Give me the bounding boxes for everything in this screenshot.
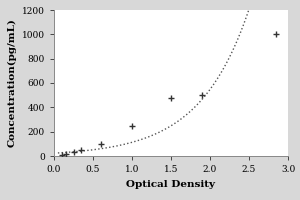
X-axis label: Optical Density: Optical Density — [127, 180, 215, 189]
Y-axis label: Concentration(pg/mL): Concentration(pg/mL) — [7, 19, 16, 147]
